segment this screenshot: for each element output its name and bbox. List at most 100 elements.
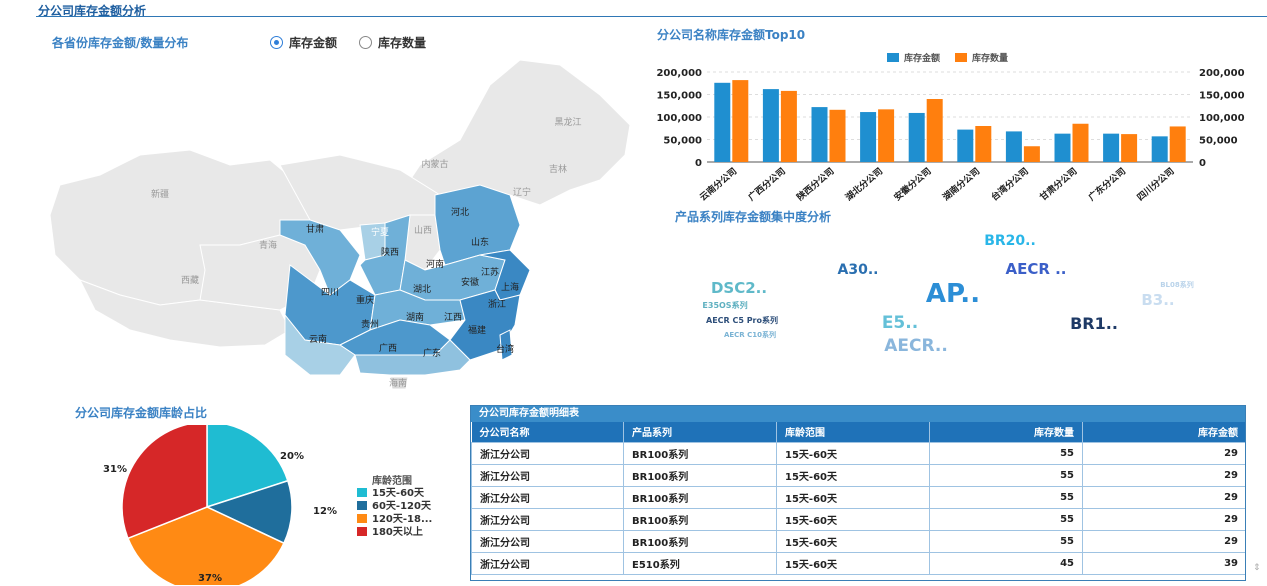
- bar-amount[interactable]: [1054, 133, 1071, 162]
- legend-label-0[interactable]: 库存金额: [904, 52, 940, 64]
- pie-legend-swatch[interactable]: [357, 514, 367, 523]
- map-region-hainan[interactable]: [389, 376, 409, 390]
- map-label-guangxi: 广西: [379, 342, 397, 354]
- y-tick-right: 100,000: [1199, 113, 1245, 124]
- wordcloud-panel-title: 产品系列库存金额集中度分析: [675, 210, 832, 224]
- y-tick-left: 100,000: [656, 113, 702, 124]
- word-cloud-word[interactable]: AECR C5 Pro系列: [706, 315, 778, 325]
- col-header-branch[interactable]: 分公司名称: [471, 422, 624, 442]
- col-header-series[interactable]: 产品系列: [623, 422, 777, 442]
- bar-amount[interactable]: [714, 82, 731, 162]
- map-region-yunnan[interactable]: [284, 313, 356, 376]
- cell-series: BR100系列: [623, 529, 777, 553]
- radio-quantity[interactable]: 库存数量: [359, 34, 426, 51]
- pie-legend-label[interactable]: 180天以上: [372, 525, 423, 538]
- measure-radio-group: 库存金额 库存数量: [270, 34, 426, 51]
- word-cloud-word[interactable]: AP..: [926, 279, 980, 309]
- legend-swatch-0[interactable]: [887, 53, 899, 62]
- cell-age: 15天-60天: [776, 485, 930, 509]
- bar-quantity[interactable]: [1072, 123, 1089, 162]
- bar-quantity[interactable]: [975, 126, 992, 162]
- map-label-taiwan: 台湾: [496, 343, 514, 355]
- map-label-heilongjiang: 黑龙江: [554, 116, 581, 128]
- col-header-quantity[interactable]: 库存数量: [929, 422, 1083, 442]
- map-label-fujian: 福建: [468, 324, 486, 336]
- table-row[interactable]: 浙江分公司 BR100系列 15天-60天 55 29: [471, 463, 1245, 487]
- table-row[interactable]: 浙江分公司 BR100系列 15天-60天 55 29: [471, 507, 1245, 531]
- bar-amount[interactable]: [811, 107, 828, 162]
- legend-swatch-1[interactable]: [955, 53, 967, 62]
- pie-slice[interactable]: [126, 506, 285, 585]
- map-label-chongqing: 重庆: [356, 294, 374, 306]
- table-scroll-handle-icon[interactable]: ⇕: [1253, 563, 1261, 573]
- pie-legend-label[interactable]: 60天-120天: [372, 500, 432, 512]
- pie-legend-swatch[interactable]: [357, 501, 367, 510]
- bar-legend[interactable]: 库存金额 库存数量: [887, 52, 1008, 64]
- bar-amount[interactable]: [1103, 133, 1120, 162]
- word-cloud-word[interactable]: AECR..: [884, 336, 948, 356]
- bar-amount[interactable]: [957, 129, 974, 162]
- bar-quantity[interactable]: [1169, 126, 1186, 162]
- word-cloud-word[interactable]: BL08系列: [1160, 280, 1194, 289]
- radio-quantity-dot[interactable]: [359, 36, 373, 49]
- word-cloud-word[interactable]: BR20..: [984, 233, 1036, 249]
- pie-slice[interactable]: [206, 425, 289, 509]
- bar-quantity[interactable]: [732, 80, 749, 162]
- cell-series: BR100系列: [623, 485, 777, 509]
- radio-amount-dot[interactable]: [270, 36, 283, 49]
- bar-amount[interactable]: [762, 89, 779, 162]
- pie-legend-swatch[interactable]: [357, 527, 367, 536]
- pie-slice-label: 20%: [280, 451, 304, 462]
- word-cloud-word[interactable]: E35OS系列: [702, 300, 747, 310]
- bar-amount[interactable]: [1151, 136, 1168, 162]
- map-region-taiwan[interactable]: [499, 329, 513, 361]
- word-cloud-word[interactable]: B3..: [1141, 291, 1174, 309]
- map-label-ningxia: 宁夏: [371, 226, 389, 238]
- table-row[interactable]: 浙江分公司 BR100系列 15天-60天 55 29: [471, 485, 1245, 509]
- top10-bar-chart[interactable]: 库存金额 库存数量 200,000 200,000 150,000 150,000 100,…: [645, 45, 1255, 220]
- map-label-hunan: 湖南: [406, 311, 424, 323]
- pie-slice[interactable]: [121, 425, 208, 540]
- bar-quantity[interactable]: [1023, 146, 1040, 162]
- table-row[interactable]: 浙江分公司 BR100系列 15天-60天 55 29: [471, 441, 1245, 465]
- word-cloud-word[interactable]: A30..: [838, 262, 879, 278]
- detail-table: 分公司名称 产品系列 库龄范围 库存数量 库存金额 浙江分公司 BR100系列 …: [471, 422, 1245, 575]
- table-row[interactable]: 浙江分公司 BR100系列 15天-60天 55 29: [471, 529, 1245, 553]
- cell-amount: 29: [1082, 485, 1245, 509]
- col-header-age[interactable]: 库龄范围: [776, 422, 930, 442]
- x-tick-label: 广西分公司: [746, 165, 788, 203]
- bar-quantity[interactable]: [1121, 134, 1138, 162]
- bar-quantity[interactable]: [926, 99, 943, 162]
- age-pie-chart[interactable]: 20% 12% 37% 31% 库龄范围15天-60天60天-120天120天-18..…: [70, 425, 450, 585]
- bar-quantity[interactable]: [829, 109, 846, 162]
- bar-amount[interactable]: [908, 112, 925, 162]
- bar-quantity[interactable]: [878, 109, 895, 162]
- pie-legend-label[interactable]: 120天-18...: [372, 513, 432, 525]
- china-map[interactable]: 黑龙江 吉林 辽宁 内蒙古 新疆 西藏 青海 甘肃 宁夏 山西 河北 山东 陕西…: [40, 55, 640, 395]
- pie-legend-title: 库龄范围: [372, 474, 412, 487]
- word-cloud-word[interactable]: DSC2..: [711, 279, 767, 297]
- map-label-xinjiang: 新疆: [151, 188, 169, 200]
- bar-amount[interactable]: [1005, 131, 1022, 162]
- word-cloud-word[interactable]: E5..: [882, 313, 918, 333]
- map-label-qinghai: 青海: [259, 239, 277, 251]
- map-region-guangxi-guangdong[interactable]: [354, 339, 471, 376]
- legend-label-1[interactable]: 库存数量: [972, 52, 1008, 64]
- pie-slice[interactable]: [204, 479, 293, 545]
- cell-branch: 浙江分公司: [471, 551, 624, 575]
- word-cloud-word[interactable]: BR1..: [1070, 314, 1118, 333]
- radio-amount[interactable]: 库存金额: [270, 34, 337, 51]
- bar-amount[interactable]: [860, 112, 877, 162]
- cell-branch: 浙江分公司: [471, 441, 624, 465]
- pie-legend-swatch[interactable]: [357, 488, 367, 497]
- cell-branch: 浙江分公司: [471, 485, 624, 509]
- pie-legend-label[interactable]: 15天-60天: [372, 487, 425, 499]
- bar-quantity[interactable]: [780, 90, 797, 162]
- cell-series: BR100系列: [623, 441, 777, 465]
- word-cloud-word[interactable]: AECR C10系列: [724, 330, 776, 339]
- map-label-shandong: 山东: [471, 236, 489, 248]
- cell-branch: 浙江分公司: [471, 529, 624, 553]
- table-row[interactable]: 浙江分公司 E510系列 15天-60天 45 39: [471, 551, 1245, 575]
- col-header-amount[interactable]: 库存金额: [1082, 422, 1245, 442]
- word-cloud-word[interactable]: AECR ..: [1005, 260, 1066, 278]
